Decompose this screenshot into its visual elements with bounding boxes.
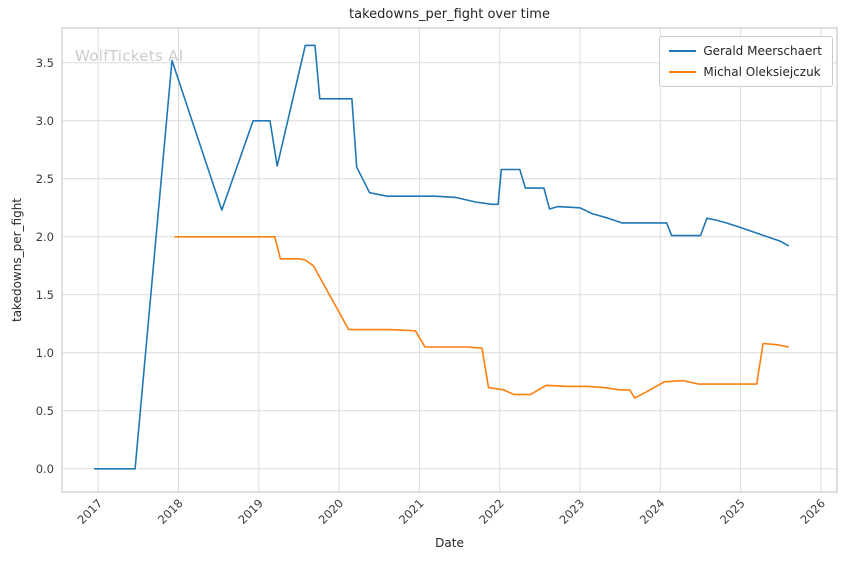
legend-swatch-line: [669, 71, 697, 73]
legend-swatch-line: [669, 50, 697, 52]
x-tick-label: 2023: [557, 496, 588, 527]
x-tick-label: 2020: [316, 496, 347, 527]
plot-frame: [61, 27, 838, 493]
y-tick-label: 1.5: [36, 288, 54, 302]
legend-item: Gerald Meerschaert: [669, 44, 822, 58]
y-tick-label: 3.0: [36, 114, 54, 128]
x-tick-label: 2022: [476, 496, 507, 527]
legend-label: Michal Oleksiejczuk: [703, 65, 821, 79]
x-tick-label: 2021: [396, 496, 427, 527]
legend-item: Michal Oleksiejczuk: [669, 65, 822, 79]
y-tick-label: 1.0: [36, 346, 54, 360]
x-axis-label: Date: [435, 536, 464, 550]
y-tick-label: 0.0: [36, 462, 54, 476]
y-tick-label: 2.5: [36, 172, 54, 186]
legend-label: Gerald Meerschaert: [703, 44, 822, 58]
x-tick-label: 2019: [235, 496, 266, 527]
watermark: WolfTickets AI: [75, 47, 184, 65]
y-tick-label: 2.0: [36, 230, 54, 244]
chart-title: takedowns_per_fight over time: [349, 7, 550, 22]
x-tick-label: 2018: [155, 496, 186, 527]
x-tick-label: 2017: [75, 496, 106, 527]
y-tick-label: 0.5: [36, 404, 54, 418]
series-line-1: [174, 236, 789, 399]
series-line-0: [94, 44, 790, 470]
y-axis-label: takedowns_per_fight: [10, 197, 24, 323]
x-tick-label: 2024: [637, 496, 668, 527]
x-tick-label: 2025: [717, 496, 748, 527]
y-tick-label: 3.5: [36, 56, 54, 70]
x-tick-label: 2026: [797, 496, 828, 527]
legend: Gerald Meerschaert Michal Oleksiejczuk: [659, 36, 833, 87]
